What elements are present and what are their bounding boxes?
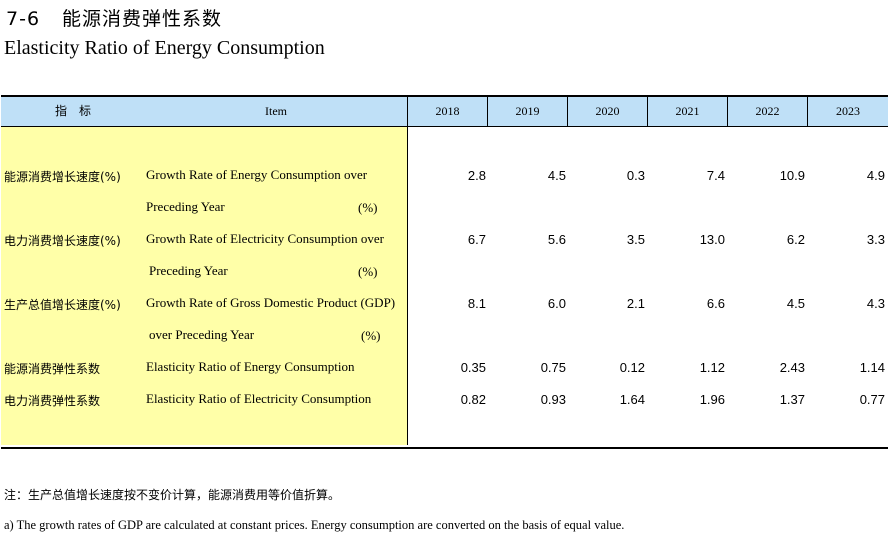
table-cell: 2.8	[467, 168, 486, 183]
table-cell: 4.5	[547, 168, 566, 183]
table-cell: 5.6	[547, 232, 566, 247]
page-title-cn: 7-6 能源消费弹性系数	[6, 4, 222, 31]
header-divider	[487, 97, 488, 126]
row-energy-elasticity-cn: 能源消费弹性系数	[4, 362, 101, 376]
row-gdp-growth-unit: (%)	[361, 328, 381, 343]
table-cell: 4.3	[866, 296, 885, 311]
header-item: Item	[265, 104, 287, 118]
table-cell: 0.82	[460, 392, 486, 407]
table-cell: 8.1	[467, 296, 486, 311]
table-cell: 1.96	[699, 392, 725, 407]
table-cell: 0.35	[460, 360, 486, 375]
footnote-cn: 注：生产总值增长速度按不变价计算，能源消费用等价值折算。	[4, 488, 341, 502]
table-cell: 4.9	[866, 168, 885, 183]
row-gdp-growth-en: Growth Rate of Gross Domestic Product (G…	[146, 295, 396, 310]
table-cell: 3.3	[866, 232, 885, 247]
table-cell: 0.3	[626, 168, 645, 183]
header-divider	[647, 97, 648, 126]
header-divider	[727, 97, 728, 126]
table-cell: 1.14	[859, 360, 885, 375]
row-electricity-growth-cn: 电力消费增长速度(%)	[4, 234, 121, 248]
header-year-2023: 2023	[836, 104, 860, 118]
table-cell: 6.7	[467, 232, 486, 247]
header-year-2020: 2020	[595, 104, 620, 118]
table-cell: 3.5	[626, 232, 645, 247]
table-cell: 1.64	[619, 392, 645, 407]
header-divider	[567, 97, 568, 126]
table-cell: 0.77	[859, 392, 885, 407]
page-title-en: Elasticity Ratio of Energy Consumption	[4, 37, 325, 59]
header-year-2022: 2022	[755, 104, 780, 118]
row-electricity-growth-unit: (%)	[358, 264, 378, 279]
row-electricity-growth-en: Growth Rate of Electricity Consumption o…	[146, 231, 384, 246]
row-gdp-growth-cn: 生产总值增长速度(%)	[4, 298, 121, 312]
header-year-2021: 2021	[675, 104, 700, 118]
row-electricity-elasticity-cn: 电力消费弹性系数	[4, 394, 101, 408]
row-energy-growth-unit: (%)	[358, 200, 378, 215]
table-cell: 7.4	[706, 168, 725, 183]
row-energy-growth-en: Growth Rate of Energy Consumption over	[146, 167, 368, 182]
table-header: 指 标 Item 2018 2019 2020 2021 2022 2023	[1, 97, 888, 127]
header-divider	[807, 97, 808, 126]
title-cn-text: 能源消费弹性系数	[62, 8, 223, 30]
table-cell: 6.0	[547, 296, 566, 311]
item-column-background	[1, 127, 408, 445]
row-energy-growth-en-cont: Preceding Year	[146, 199, 225, 214]
header-year-2019: 2019	[515, 104, 540, 118]
header-year-2018: 2018	[435, 104, 460, 118]
table-cell: 6.2	[786, 232, 805, 247]
row-electricity-elasticity-en: Elasticity Ratio of Electricity Consumpt…	[146, 391, 372, 406]
table-cell: 10.9	[779, 168, 805, 183]
table-cell: 6.6	[706, 296, 725, 311]
header-indicator-cn: 指 标	[54, 104, 91, 118]
footnote-en: a) The growth rates of GDP are calculate…	[4, 518, 625, 532]
table-cell: 4.5	[786, 296, 805, 311]
data-table: 指 标 Item 2018 2019 2020 2021 2022 2023 能…	[1, 95, 888, 449]
table-number: 7-6	[6, 8, 41, 30]
row-energy-elasticity-en: Elasticity Ratio of Energy Consumption	[146, 359, 355, 374]
table-cell: 0.75	[540, 360, 566, 375]
row-electricity-growth-en-cont: Preceding Year	[149, 263, 228, 278]
row-energy-growth-cn: 能源消费增长速度(%)	[4, 170, 121, 184]
table-cell: 13.0	[699, 232, 725, 247]
table-cell: 2.1	[626, 296, 645, 311]
table-cell: 0.93	[540, 392, 566, 407]
table-cell: 2.43	[779, 360, 805, 375]
header-divider	[407, 97, 408, 126]
table-cell: 1.37	[779, 392, 805, 407]
table-cell: 0.12	[619, 360, 645, 375]
row-gdp-growth-en-cont: over Preceding Year	[149, 327, 255, 342]
table-cell: 1.12	[699, 360, 725, 375]
